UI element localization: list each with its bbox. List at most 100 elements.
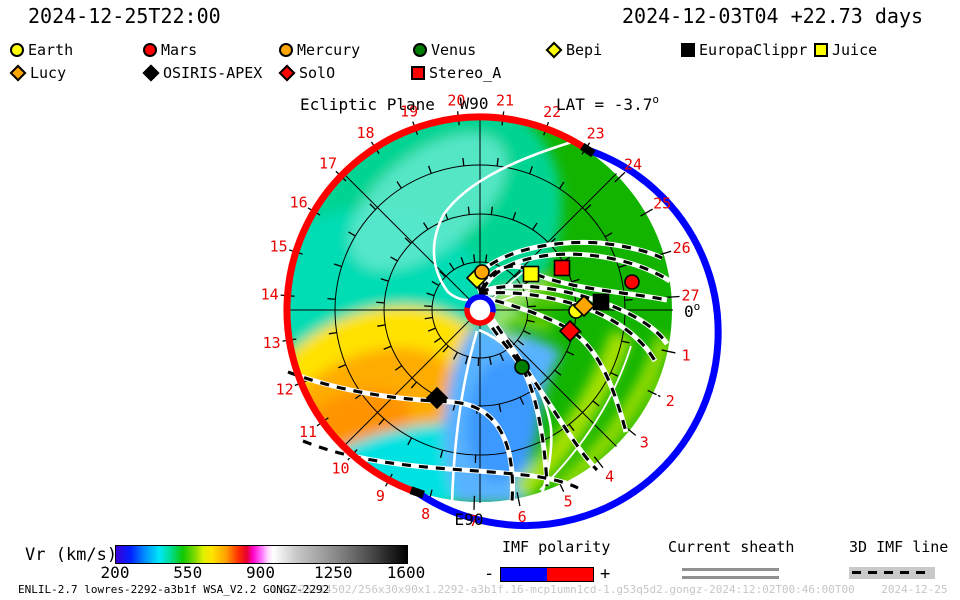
grid-tick: [348, 231, 356, 237]
date-label-5: 5: [564, 493, 573, 511]
grid-tick: [369, 203, 377, 210]
spacecraft-marker-osiris-apex: [425, 386, 449, 410]
spacecraft-marker-mars: [624, 274, 640, 290]
legend-label: Venus: [431, 41, 477, 59]
grid-tick: [568, 423, 575, 432]
imf-polarity-sample: [500, 567, 594, 582]
legend-item-bepi: Bepi: [545, 41, 602, 59]
grid-tick: [427, 327, 436, 332]
current-sheath-sample-line: [682, 568, 779, 571]
grid-tick: [376, 301, 385, 304]
legend-label: Mars: [161, 41, 198, 59]
mars-marker-icon: [143, 43, 157, 57]
date-label-20: 20: [447, 91, 465, 109]
grid-tick: [490, 206, 493, 215]
grid-tick: [621, 340, 630, 344]
grid-tick: [640, 208, 653, 217]
ring-negative-red-arc: [283, 113, 590, 496]
grid-tick: [610, 372, 619, 377]
date-label-11: 11: [299, 423, 317, 441]
grid-tick: [516, 492, 521, 507]
grid-tick: [327, 297, 336, 300]
west-limb-label: W90: [460, 94, 489, 113]
stereo_a-marker-icon: [411, 66, 425, 80]
imf3d-dashes: [852, 571, 932, 574]
grid-tick: [439, 270, 446, 278]
grid-tick: [464, 356, 469, 365]
grid-tick: [424, 316, 433, 320]
date-label-14: 14: [261, 285, 279, 303]
grid-tick: [566, 350, 575, 356]
current-sheet-lines: [432, 140, 666, 504]
legend-label: Juice: [832, 41, 878, 59]
mercury-marker-icon: [279, 43, 293, 57]
colorbar-tick-200: 200: [100, 563, 130, 582]
legend-label: Earth: [28, 41, 74, 59]
current-datetime: 2024-12-25T22:00: [28, 4, 221, 28]
colorbar-tick-900: 900: [246, 563, 275, 582]
venus-marker-icon: [413, 43, 427, 57]
zero-longitude-label: 0o: [684, 300, 700, 321]
colorbar-label: Vr (km/s): [25, 545, 118, 565]
grid-tick: [592, 400, 600, 407]
grid-tick: [390, 256, 398, 262]
date-label-24: 24: [624, 156, 642, 174]
grid-tick: [496, 157, 499, 167]
sun-marker: [464, 294, 496, 326]
legend-label: SolO: [299, 64, 336, 82]
grid-tick: [407, 437, 413, 446]
imf-polarity-title: IMF polarity: [502, 538, 611, 556]
date-label-9: 9: [376, 487, 385, 505]
date-label-25: 25: [653, 195, 671, 213]
colorbar-tick-1600: 1600: [386, 563, 426, 582]
colorbar-tick-550: 550: [173, 563, 203, 582]
grid-tick: [426, 292, 435, 297]
grid-tick: [647, 389, 661, 398]
date-label-16: 16: [290, 193, 308, 211]
grid-tick: [516, 339, 525, 346]
grid-tick: [529, 166, 533, 174]
grid-tick: [514, 270, 522, 278]
east-limb-label: E90: [455, 510, 484, 529]
grid-tick: [394, 365, 403, 371]
grid-tick: [584, 204, 592, 211]
grid-tick: [462, 157, 465, 166]
legend-label: Lucy: [30, 64, 67, 82]
grid-tick: [449, 262, 455, 271]
grid-tick: [333, 263, 342, 268]
imf-plus-sign: +: [600, 564, 611, 584]
date-label-27: 27: [681, 287, 699, 305]
date-label-12: 12: [276, 381, 294, 399]
current-sheath-title: Current sheath: [668, 538, 795, 556]
grid-tick: [433, 337, 442, 343]
date-label-22: 22: [543, 103, 561, 121]
grid-tick: [618, 264, 627, 268]
legend-item-mercury: Mercury: [279, 41, 360, 59]
sector-crossing-mark: [409, 486, 425, 499]
grid-tick: [473, 254, 476, 263]
date-label-2: 2: [666, 392, 675, 410]
grid-tick: [485, 254, 488, 263]
legend-item-juice: Juice: [814, 41, 877, 59]
grid-tick: [624, 298, 633, 301]
grid-tick: [527, 305, 536, 308]
grid-tick: [423, 222, 429, 230]
grid-tick: [488, 356, 492, 366]
legend-item-mars: Mars: [143, 41, 197, 59]
date-label-26: 26: [673, 239, 691, 257]
grid-tick: [460, 257, 465, 266]
imf-minus-sign: -: [484, 564, 495, 584]
earth-marker-icon: [10, 43, 24, 57]
date-label-3: 3: [640, 433, 649, 451]
spacecraft-marker-venus: [514, 359, 530, 375]
grid-tick: [442, 345, 449, 353]
grid-tick: [519, 396, 525, 405]
legend-item-solo: SolO: [278, 64, 336, 82]
colorbar-tick-1250: 1250: [313, 563, 353, 582]
spacecraft-marker-lucy: [572, 294, 596, 318]
grid-tick: [554, 369, 562, 376]
grid-tick: [354, 393, 363, 400]
grid-tick: [378, 418, 385, 426]
model-version-text: ENLIL-2.7 lowres-2292-a3b1f WSA_V2.2 GON…: [18, 583, 330, 596]
